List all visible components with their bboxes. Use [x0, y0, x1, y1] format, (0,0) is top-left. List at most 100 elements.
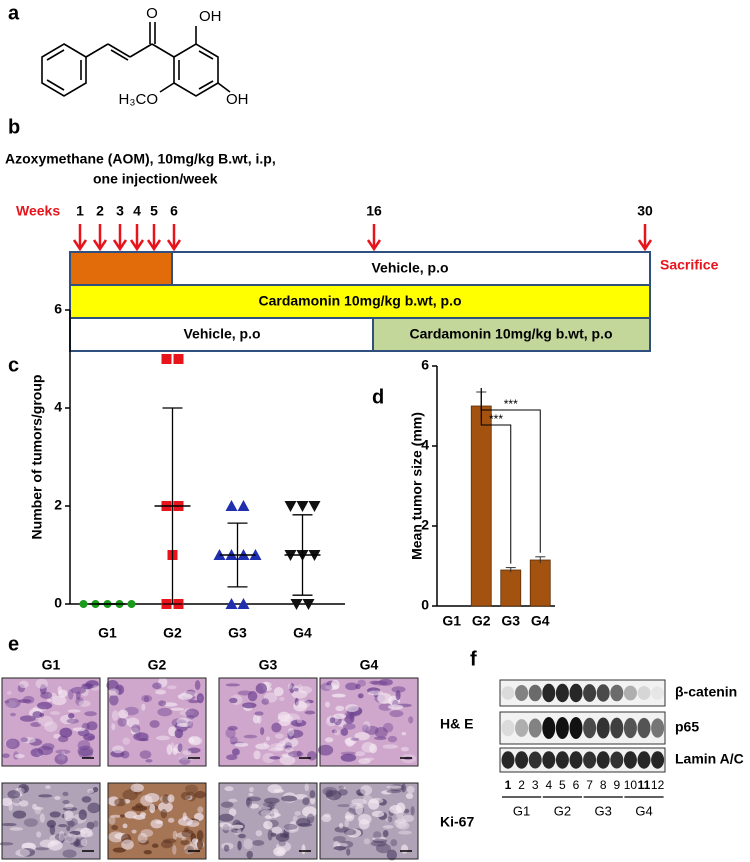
- texture: [120, 750, 130, 759]
- texture: [360, 785, 373, 796]
- lane-number: 2: [518, 778, 525, 792]
- point: [79, 600, 88, 608]
- texture: [137, 832, 148, 844]
- lane-number: 3: [532, 778, 539, 792]
- texture: [334, 729, 341, 736]
- texture: [131, 805, 148, 812]
- texture: [220, 801, 234, 808]
- band: [583, 751, 597, 769]
- texture: [62, 791, 69, 797]
- texture: [264, 797, 280, 804]
- texture: [19, 715, 36, 722]
- texture: [4, 700, 10, 704]
- y-axis-label: Number of tumors/group: [29, 375, 45, 540]
- lane-number: 11: [638, 778, 651, 792]
- texture: [111, 710, 119, 721]
- texture: [386, 849, 398, 861]
- texture: [231, 824, 244, 829]
- texture: [386, 785, 402, 789]
- texture: [362, 720, 371, 732]
- texture: [150, 819, 163, 829]
- band: [555, 683, 569, 703]
- timeline-rows: [69, 251, 651, 352]
- panel-label: b: [8, 116, 20, 138]
- texture: [86, 821, 95, 830]
- texture: [326, 790, 342, 801]
- texture: [112, 847, 127, 853]
- texture: [62, 806, 78, 812]
- texture: [47, 840, 63, 851]
- texture: [362, 794, 373, 805]
- x-tick-label: G3: [228, 625, 247, 641]
- arrow-head: [166, 239, 182, 252]
- stain-label: H& E: [440, 716, 473, 732]
- texture: [86, 721, 98, 731]
- texture: [108, 816, 116, 825]
- band: [528, 718, 542, 738]
- texture: [369, 680, 380, 685]
- texture: [157, 707, 173, 717]
- band: [623, 685, 637, 701]
- texture: [124, 811, 137, 819]
- texture: [268, 747, 284, 752]
- frame: [1, 782, 101, 860]
- texture: [264, 815, 273, 820]
- texture: [367, 690, 384, 696]
- group-label: G3: [259, 657, 278, 673]
- texture: [23, 818, 38, 827]
- texture: [382, 829, 389, 838]
- texture: [183, 844, 195, 855]
- texture: [186, 819, 200, 828]
- texture: [396, 821, 410, 830]
- histology-image: [218, 677, 318, 767]
- texture: [180, 839, 190, 846]
- texture: [109, 694, 119, 706]
- texture: [339, 822, 344, 829]
- texture: [78, 700, 91, 707]
- point: [308, 501, 321, 512]
- texture: [346, 828, 362, 838]
- arrow-head: [72, 239, 88, 252]
- texture: [151, 843, 159, 848]
- texture: [333, 845, 347, 851]
- texture: [325, 701, 330, 708]
- texture: [191, 838, 199, 844]
- texture: [45, 785, 51, 789]
- texture: [15, 849, 31, 857]
- bar: [529, 559, 551, 607]
- texture: [63, 810, 74, 822]
- texture: [274, 733, 284, 739]
- y-tick-label: 0: [54, 595, 62, 611]
- texture: [185, 794, 193, 801]
- bond: [129, 43, 153, 58]
- texture: [80, 838, 88, 847]
- texture: [382, 744, 399, 749]
- panel-label: a: [8, 2, 20, 24]
- texture: [355, 684, 361, 690]
- lane-number: 4: [545, 778, 552, 792]
- texture: [59, 727, 73, 738]
- texture: [351, 798, 367, 805]
- x-tick-label: G2: [163, 625, 182, 641]
- band: [569, 717, 583, 739]
- texture: [344, 737, 357, 745]
- texture: [65, 836, 74, 842]
- texture: [122, 737, 131, 745]
- texture: [78, 809, 87, 821]
- texture: [400, 746, 409, 752]
- row-text: Cardamonin 10mg/kg b.wt, p.o: [258, 293, 461, 309]
- weeks-label: Weeks: [16, 203, 60, 219]
- texture: [231, 748, 240, 756]
- texture: [355, 804, 364, 816]
- x-tick-label: G1: [98, 625, 117, 641]
- texture: [294, 687, 299, 692]
- texture: [371, 680, 388, 686]
- y-axis-label: Mean tumor size (mm): [409, 412, 425, 560]
- texture: [344, 815, 353, 819]
- texture: [131, 724, 141, 733]
- group-label: G3: [595, 803, 612, 818]
- texture: [355, 751, 366, 757]
- lane-number: 6: [573, 778, 580, 792]
- texture: [248, 793, 254, 797]
- texture: [190, 736, 195, 744]
